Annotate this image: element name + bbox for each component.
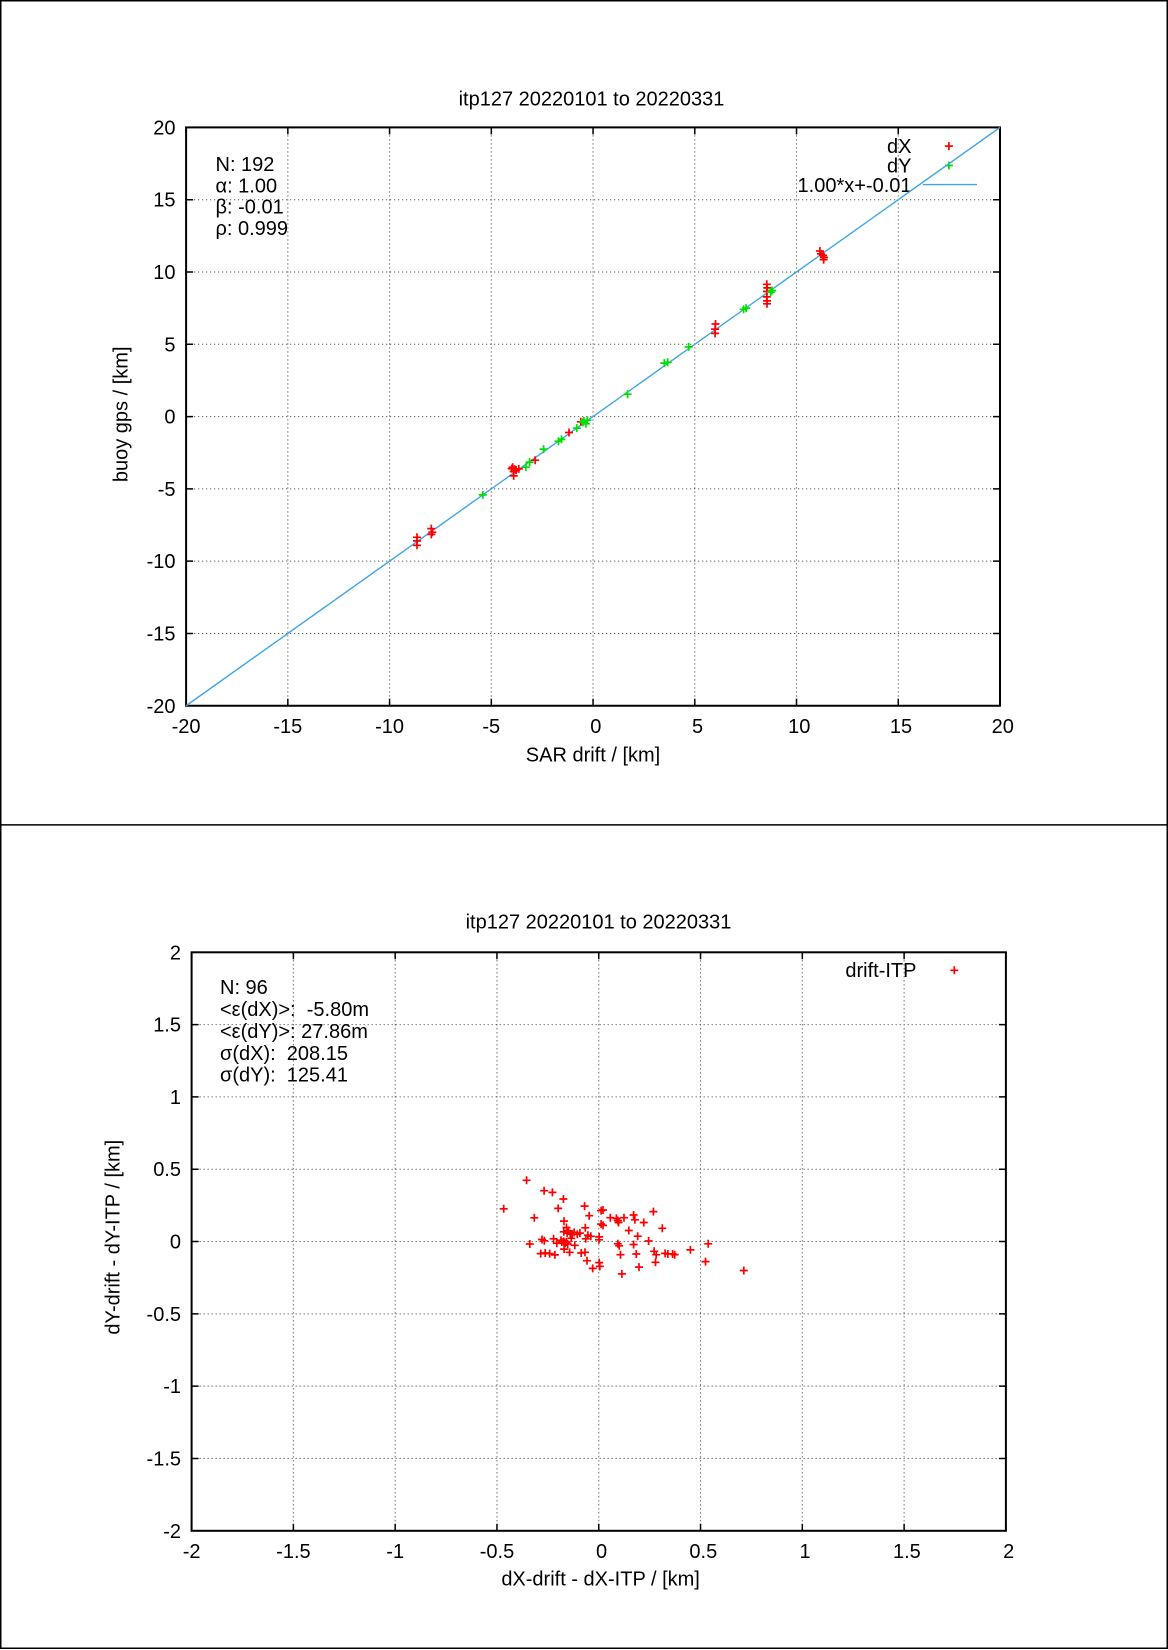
svg-text:dY: dY: [887, 156, 911, 178]
svg-text:-20: -20: [172, 716, 201, 738]
svg-text:<ε(dX)>: -5.80m: <ε(dX)>: -5.80m: [220, 999, 369, 1021]
svg-text:ρ: 0.999: ρ: 0.999: [216, 218, 289, 240]
svg-text:-2: -2: [163, 1521, 181, 1543]
svg-text:0: 0: [596, 1541, 607, 1563]
svg-text:N: 96: N: 96: [220, 977, 268, 999]
svg-text:itp127 20220101 to 20220331: itp127 20220101 to 20220331: [466, 912, 732, 934]
svg-text:drift-ITP: drift-ITP: [845, 960, 916, 982]
svg-text:dX: dX: [887, 136, 911, 158]
svg-text:-1: -1: [163, 1376, 181, 1398]
svg-text:0: 0: [164, 407, 175, 429]
svg-text:15: 15: [890, 716, 912, 738]
svg-text:-15: -15: [273, 716, 302, 738]
svg-text:-1.5: -1.5: [276, 1541, 310, 1563]
svg-text:20: 20: [992, 716, 1014, 738]
svg-text:0.5: 0.5: [153, 1159, 181, 1181]
svg-text:-10: -10: [375, 716, 404, 738]
svg-text:dY-drift - dY-ITP / [km]: dY-drift - dY-ITP / [km]: [103, 1140, 125, 1335]
svg-text:σ(dX): 208.15: σ(dX): 208.15: [220, 1043, 348, 1065]
svg-text:1.00*x+-0.01: 1.00*x+-0.01: [798, 175, 912, 197]
svg-text:5: 5: [692, 716, 703, 738]
svg-text:<ε(dY)>: 27.86m: <ε(dY)>: 27.86m: [220, 1021, 368, 1043]
svg-text:buoy gps / [km]: buoy gps / [km]: [111, 346, 133, 482]
svg-text:dX-drift - dX-ITP / [km]: dX-drift - dX-ITP / [km]: [501, 1569, 700, 1591]
svg-text:σ(dY): 125.41: σ(dY): 125.41: [220, 1065, 348, 1087]
svg-text:20: 20: [153, 117, 175, 139]
svg-text:1.5: 1.5: [893, 1541, 921, 1563]
svg-text:-15: -15: [147, 624, 176, 646]
svg-text:0: 0: [590, 716, 601, 738]
svg-text:-2: -2: [183, 1541, 201, 1563]
svg-text:0.5: 0.5: [689, 1541, 717, 1563]
svg-text:5: 5: [164, 334, 175, 356]
svg-text:1.5: 1.5: [153, 1015, 181, 1037]
svg-text:-5: -5: [482, 716, 500, 738]
svg-text:itp127 20220101 to 20220331: itp127 20220101 to 20220331: [459, 89, 725, 111]
svg-text:10: 10: [153, 262, 175, 284]
svg-text:-5: -5: [158, 479, 176, 501]
svg-text:2: 2: [1003, 1541, 1014, 1563]
svg-text:-1: -1: [386, 1541, 404, 1563]
svg-text:α: 1.00: α: 1.00: [216, 175, 278, 197]
svg-text:SAR drift / [km]: SAR drift / [km]: [526, 745, 660, 767]
svg-text:-10: -10: [147, 551, 176, 573]
svg-text:N: 192: N: 192: [216, 154, 275, 176]
svg-text:-20: -20: [147, 696, 176, 718]
svg-text:2: 2: [170, 942, 181, 964]
svg-text:-0.5: -0.5: [147, 1304, 181, 1326]
svg-text:0: 0: [170, 1232, 181, 1254]
svg-text:β: -0.01: β: -0.01: [216, 197, 284, 219]
svg-text:15: 15: [153, 190, 175, 212]
svg-text:1: 1: [170, 1087, 181, 1109]
svg-text:1: 1: [800, 1541, 811, 1563]
svg-text:-0.5: -0.5: [480, 1541, 514, 1563]
svg-text:-1.5: -1.5: [147, 1449, 181, 1471]
svg-text:10: 10: [788, 716, 810, 738]
